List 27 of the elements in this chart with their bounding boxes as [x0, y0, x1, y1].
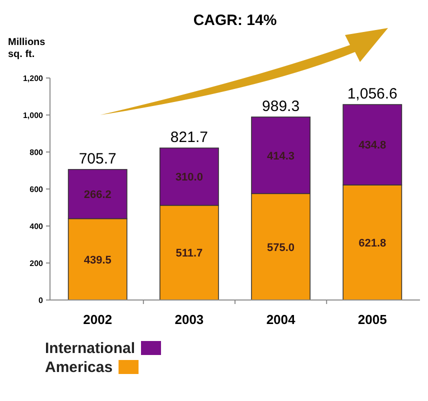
- y-tick-label: 800: [30, 148, 44, 157]
- total-label: 989.3: [262, 98, 300, 115]
- y-tick-label: 1,200: [22, 74, 44, 83]
- total-label: 705.7: [78, 150, 116, 168]
- y-tick-label: 1,000: [22, 111, 44, 120]
- data-label: 621.8: [358, 237, 386, 250]
- data-label: 414.3: [267, 150, 295, 162]
- y-tick-label: 0: [38, 296, 44, 305]
- data-label: 310.0: [175, 172, 203, 184]
- x-tick-label: 2002: [83, 312, 112, 327]
- data-label: 575.0: [267, 242, 295, 254]
- y-tick-label: 600: [30, 185, 44, 194]
- data-label: 266.2: [84, 189, 112, 202]
- y-tick-label: 200: [30, 259, 44, 268]
- total-label: 821.7: [170, 128, 208, 146]
- y-axis-title: Millions sq. ft.: [8, 37, 46, 60]
- data-label: 439.5: [84, 254, 112, 266]
- legend-label: Americas: [45, 359, 113, 376]
- legend-label: International: [45, 340, 136, 357]
- x-tick-label: 2003: [174, 312, 204, 327]
- chart-title: CAGR: 14%: [193, 12, 277, 29]
- y-tick-label: 400: [30, 222, 44, 231]
- data-label: 434.8: [358, 140, 386, 152]
- data-label: 511.7: [176, 248, 203, 260]
- x-tick-label: 2005: [358, 312, 387, 327]
- total-label: 1,056.6: [347, 86, 398, 103]
- x-tick-label: 2004: [266, 312, 296, 327]
